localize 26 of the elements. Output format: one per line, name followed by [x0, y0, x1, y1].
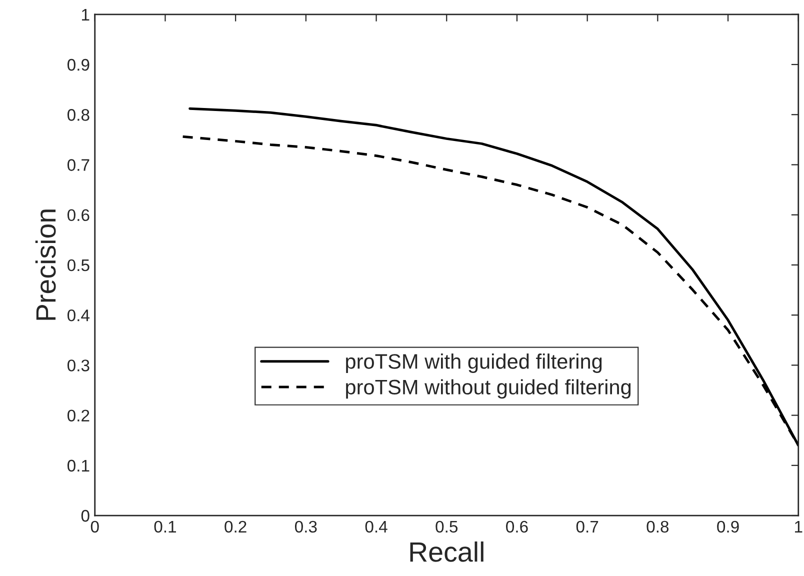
legend-label: proTSM without guided filtering	[346, 379, 631, 399]
x-tick-label: 0.7	[576, 520, 598, 533]
x-tick-label: 1	[795, 520, 802, 532]
x-tick-label: 0.5	[436, 520, 458, 533]
y-tick-label: 0.9	[67, 58, 90, 71]
x-tick-label: 0.1	[154, 520, 176, 533]
x-tick-label: 0	[90, 520, 99, 533]
y-tick-label: 0	[81, 510, 90, 522]
y-tick-label: 0.2	[67, 410, 90, 422]
x-tick-label: 0.6	[506, 520, 528, 533]
y-tick-label: 0.8	[67, 109, 90, 121]
x-tick-label: 0.2	[224, 520, 246, 533]
y-tick-label: 0.1	[67, 460, 90, 472]
y-tick-label: 0.3	[67, 360, 90, 372]
x-tick-label: 0.9	[717, 520, 739, 533]
x-tick-label: 0.4	[365, 520, 388, 533]
y-tick-label: 1	[82, 8, 90, 20]
y-tick-label: 0.5	[67, 259, 90, 272]
x-tick-label: 0.8	[646, 520, 669, 533]
x-tick-label: 0.3	[294, 520, 317, 533]
y-tick-label: 0.6	[67, 209, 90, 222]
y-axis-title: Precision	[35, 210, 56, 320]
x-axis-title: Recall	[410, 541, 484, 562]
y-tick-label: 0.7	[67, 159, 90, 171]
y-tick-label: 0.4	[67, 309, 90, 322]
legend-label: proTSM with guided filtering	[346, 354, 602, 373]
